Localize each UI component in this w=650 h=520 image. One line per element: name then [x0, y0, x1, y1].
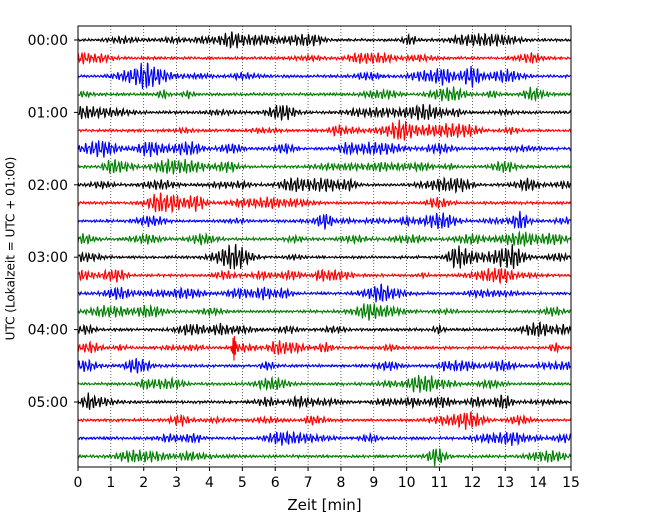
plot-frame [77, 25, 572, 468]
x-tick-label: 11 [431, 475, 449, 491]
seismogram-trace [77, 448, 572, 467]
seismogram-trace [77, 375, 572, 393]
seismogram-trace [77, 283, 572, 303]
seismogram-trace [77, 392, 572, 410]
x-tick-label: 5 [238, 475, 247, 491]
seismogram-trace [77, 336, 572, 361]
y-tick-label: 02:00 [28, 178, 68, 194]
seismogram-trace [77, 140, 572, 158]
x-tick-label: 12 [463, 475, 481, 491]
x-axis-label: Zeit [min] [287, 496, 361, 514]
seismogram-trace [77, 210, 572, 230]
seismogram-trace [77, 429, 572, 447]
y-tick-label: 03:00 [28, 250, 68, 266]
seismogram-trace [77, 119, 572, 141]
x-tick-label: 1 [106, 475, 115, 491]
x-tick-label: 8 [336, 475, 345, 491]
seismogram-trace [77, 103, 572, 121]
seismogram-trace [77, 267, 572, 285]
seismogram-trace [77, 410, 572, 430]
seismogram-trace [77, 86, 572, 103]
seismogram-trace [77, 51, 572, 65]
seismogram-trace [77, 176, 572, 194]
seismogram-trace [77, 357, 572, 374]
x-tick-label: 6 [271, 475, 280, 491]
seismogram-trace [77, 230, 572, 247]
y-tick-label: 00:00 [28, 33, 68, 49]
seismogram-trace [77, 243, 572, 270]
x-tick-label: 4 [205, 475, 214, 491]
x-tick-label: 10 [398, 475, 416, 491]
x-axis-ticks: 0 1 2 3 4 5 6 7 8 9 10 11 12 13 14 15 [74, 467, 580, 491]
seismogram-trace [77, 157, 572, 175]
x-tick-label: 14 [529, 475, 547, 491]
y-tick-label: 05:00 [28, 395, 68, 411]
seismogram-trace [77, 320, 572, 337]
trace-lines [77, 31, 572, 467]
x-tick-label: 0 [74, 475, 83, 491]
seismogram-trace [77, 31, 572, 49]
x-tick-label: 7 [304, 475, 313, 491]
y-tick-label: 04:00 [28, 323, 68, 339]
x-tick-label: 9 [369, 475, 378, 491]
seismogram-trace [77, 303, 572, 321]
y-axis-label: UTC (Lokalzeit = UTC + 01:00) [4, 157, 18, 341]
seismogram-trace [77, 62, 572, 90]
x-tick-label: 3 [172, 475, 181, 491]
y-tick-label: 01:00 [28, 105, 68, 121]
x-tick-label: 15 [562, 475, 580, 491]
y-axis-ticks: 00:00 01:00 02:00 03:00 04:00 05:00 [28, 33, 78, 411]
x-tick-label: 2 [139, 475, 148, 491]
x-tick-label: 13 [496, 475, 514, 491]
seismogram-trace [77, 192, 572, 214]
